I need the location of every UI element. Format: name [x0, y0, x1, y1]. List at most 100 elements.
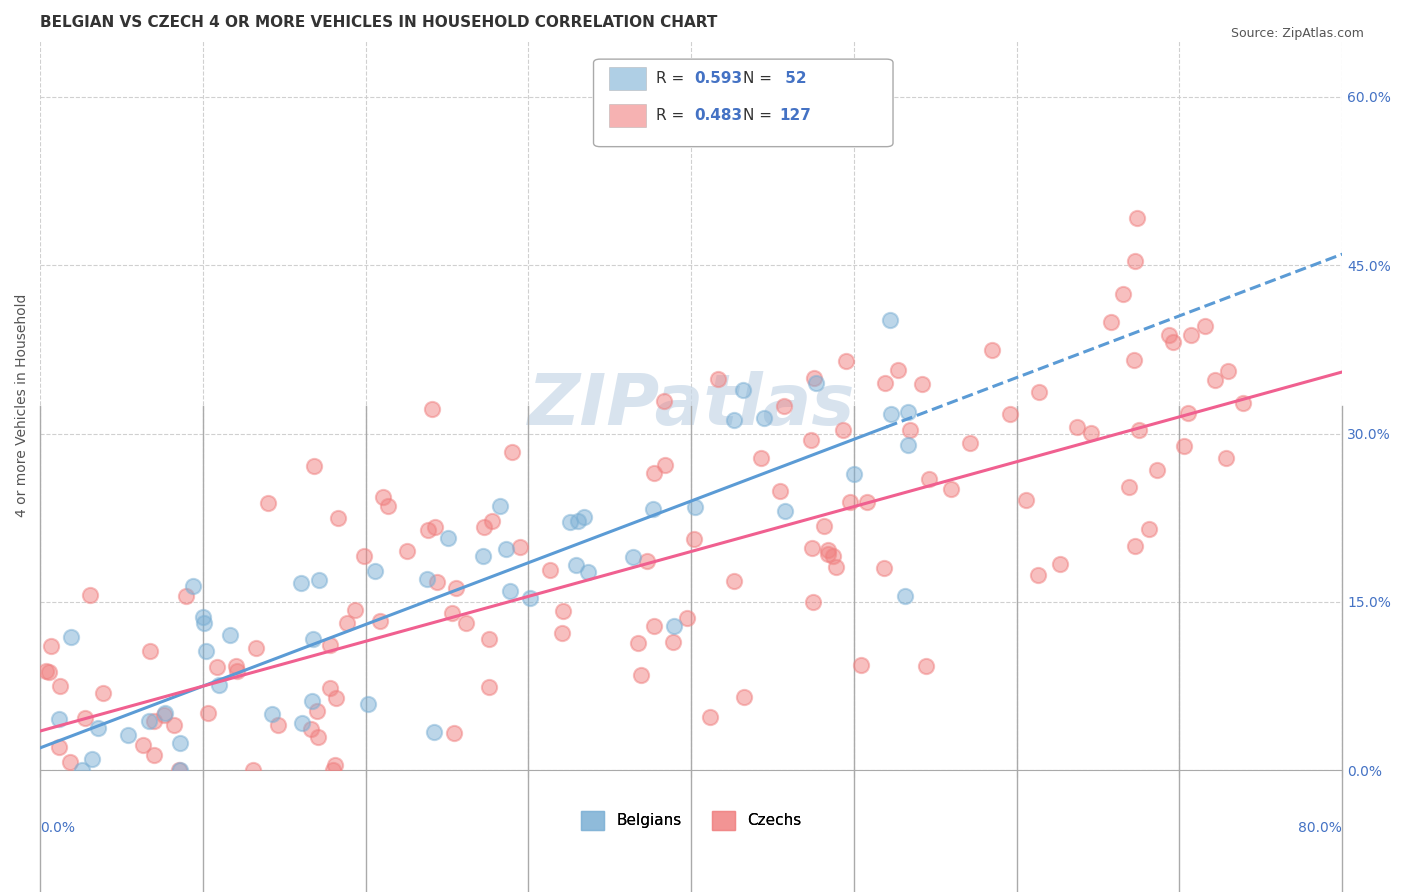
- Czechs: [446, 581, 468, 595]
- Czechs: [242, 764, 264, 778]
- Belgians: [489, 499, 512, 513]
- Belgians: [844, 467, 866, 481]
- Czechs: [325, 690, 347, 705]
- Belgians: [357, 697, 380, 711]
- Czechs: [132, 738, 155, 752]
- Text: 127: 127: [780, 108, 811, 123]
- Czechs: [872, 560, 894, 574]
- Czechs: [420, 401, 443, 416]
- Czechs: [478, 632, 501, 647]
- Text: 52: 52: [780, 71, 807, 87]
- Czechs: [803, 370, 825, 384]
- Text: BELGIAN VS CZECH 4 OR MORE VEHICLES IN HOUSEHOLD CORRELATION CHART: BELGIAN VS CZECH 4 OR MORE VEHICLES IN H…: [41, 15, 717, 30]
- Belgians: [138, 714, 160, 729]
- Czechs: [835, 353, 858, 368]
- Belgians: [495, 542, 517, 557]
- Belgians: [191, 609, 214, 624]
- Belgians: [897, 437, 920, 451]
- Czechs: [813, 519, 835, 533]
- Belgians: [423, 725, 446, 739]
- Czechs: [1123, 352, 1146, 367]
- Czechs: [915, 658, 938, 673]
- Czechs: [197, 706, 219, 721]
- Czechs: [551, 604, 574, 618]
- Czechs: [1112, 286, 1135, 301]
- Czechs: [472, 520, 495, 534]
- Belgians: [879, 313, 901, 327]
- Czechs: [353, 549, 375, 564]
- Czechs: [1028, 384, 1050, 399]
- Czechs: [396, 544, 419, 558]
- Czechs: [1080, 425, 1102, 440]
- Belgians: [153, 706, 176, 720]
- Belgians: [567, 514, 589, 528]
- Czechs: [1128, 423, 1150, 437]
- Czechs: [256, 496, 278, 510]
- Czechs: [723, 574, 745, 589]
- Belgians: [301, 632, 323, 646]
- Czechs: [825, 559, 848, 574]
- Czechs: [35, 665, 58, 679]
- Czechs: [1163, 334, 1185, 349]
- Czechs: [41, 640, 63, 654]
- Belgians: [893, 590, 915, 604]
- Text: 0.483: 0.483: [693, 108, 742, 123]
- Belgians: [169, 764, 191, 778]
- Czechs: [225, 658, 247, 673]
- Czechs: [1137, 522, 1160, 536]
- Czechs: [959, 435, 981, 450]
- Czechs: [319, 681, 342, 696]
- Czechs: [343, 603, 366, 617]
- Belgians: [87, 721, 110, 735]
- Czechs: [1125, 254, 1147, 268]
- Czechs: [307, 731, 329, 745]
- Czechs: [773, 400, 796, 414]
- Text: N =: N =: [744, 71, 778, 87]
- Czechs: [662, 635, 685, 649]
- Text: 0.0%: 0.0%: [41, 822, 75, 836]
- Czechs: [707, 371, 730, 385]
- Czechs: [873, 376, 896, 391]
- Czechs: [481, 514, 503, 528]
- Belgians: [70, 764, 93, 778]
- Belgians: [572, 510, 595, 524]
- Belgians: [181, 579, 204, 593]
- Belgians: [437, 532, 460, 546]
- Belgians: [804, 376, 827, 390]
- Czechs: [1066, 419, 1088, 434]
- Belgians: [416, 572, 439, 586]
- Czechs: [1000, 407, 1022, 421]
- Czechs: [654, 458, 676, 472]
- Czechs: [319, 638, 342, 652]
- Czechs: [377, 499, 399, 513]
- Czechs: [443, 726, 465, 740]
- Text: R =: R =: [657, 71, 689, 87]
- Czechs: [981, 343, 1004, 357]
- Czechs: [163, 717, 186, 731]
- Czechs: [856, 494, 879, 508]
- Czechs: [478, 681, 501, 695]
- Belgians: [82, 752, 104, 766]
- Belgians: [621, 549, 644, 564]
- Czechs: [509, 540, 531, 554]
- Czechs: [456, 615, 478, 630]
- Czechs: [652, 393, 675, 408]
- Belgians: [880, 407, 903, 421]
- Belgians: [565, 558, 588, 572]
- FancyBboxPatch shape: [609, 67, 645, 90]
- Czechs: [636, 554, 658, 568]
- Czechs: [1146, 463, 1168, 477]
- Czechs: [423, 519, 446, 533]
- Belgians: [117, 728, 139, 742]
- Czechs: [142, 714, 165, 728]
- Czechs: [817, 547, 839, 561]
- Czechs: [299, 722, 322, 736]
- Czechs: [823, 549, 845, 563]
- Czechs: [630, 668, 652, 682]
- Belgians: [59, 630, 82, 644]
- Czechs: [418, 523, 440, 537]
- Czechs: [139, 644, 162, 658]
- Czechs: [75, 711, 97, 725]
- Czechs: [538, 563, 561, 577]
- Belgians: [291, 716, 314, 731]
